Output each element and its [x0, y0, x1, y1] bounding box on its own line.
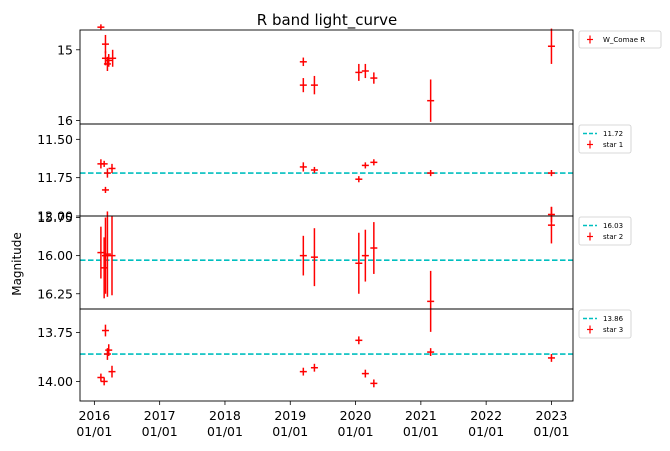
data-point: [310, 166, 318, 174]
x-tick-label: 2018 01/01: [207, 408, 243, 439]
data-point: [299, 78, 307, 93]
x-axis: 2016 01/01 2017 01/01 2018 01/01 2019 01/01 2020…: [76, 401, 569, 439]
data-point: [355, 232, 363, 294]
data-point: [101, 186, 109, 193]
legend-series-label: W_Comae R: [603, 36, 645, 44]
data-point: [97, 373, 105, 382]
data-point: [100, 237, 108, 299]
data-point: [355, 63, 363, 81]
data-point: [547, 354, 555, 362]
data-point: [427, 79, 435, 122]
data-point: [547, 206, 555, 223]
data-point: [310, 75, 318, 95]
x-tick-label: 2022 01/01: [468, 408, 504, 439]
data-point: [427, 170, 435, 177]
legend-box: [578, 309, 632, 339]
x-tick-label: 2016 01/01: [76, 408, 112, 439]
panel-frame: [79, 29, 574, 125]
legend-reference-label: 11.72: [603, 130, 623, 138]
data-point: [103, 168, 111, 178]
panel-frame: [79, 215, 574, 310]
data-point: [547, 28, 555, 64]
legend-box: [578, 124, 632, 154]
panel-star-3: 13.75 14.00 13.86 star 3: [37, 308, 632, 402]
legend-series-label: star 1: [603, 141, 623, 149]
data-point: [370, 222, 378, 274]
data-point: [97, 226, 105, 279]
y-tick-label: 13.75: [37, 325, 73, 340]
legend: 13.86 star 3: [578, 309, 632, 339]
data-point: [109, 49, 117, 67]
data-point: [361, 229, 369, 282]
legend: 16.03 star 2: [578, 216, 632, 246]
data-point: [355, 336, 363, 345]
y-tick-label: 14.00: [37, 374, 73, 389]
data-point: [100, 377, 108, 386]
data-point: [101, 34, 109, 54]
panel-w-comae-r: 15 16 W_Comae R: [57, 24, 662, 128]
data-point: [361, 369, 369, 378]
y-tick-label: 16.00: [37, 248, 73, 263]
data-point: [355, 176, 363, 183]
data-point: [100, 160, 108, 167]
y-tick-label: 16: [57, 113, 73, 128]
legend-reference-label: 13.86: [603, 315, 624, 323]
data-point: [108, 365, 116, 378]
data-point: [547, 170, 555, 177]
panel-frame: [79, 308, 574, 402]
legend: W_Comae R: [578, 30, 662, 49]
data-point: [299, 162, 307, 172]
y-tick-label: 12.00: [37, 209, 73, 224]
chart-title: R band light_curve: [257, 11, 397, 30]
data-point: [108, 163, 116, 174]
data-point: [361, 162, 369, 169]
y-tick-label: 11.75: [37, 170, 73, 185]
y-tick-label: 11.50: [37, 132, 73, 147]
y-axis-label: Magnitude: [10, 232, 24, 296]
legend: 11.72 star 1: [578, 124, 632, 154]
panel-frame: [79, 123, 574, 217]
y-tick-label: 15.75: [37, 210, 73, 225]
x-tick-label: 2020 01/01: [338, 408, 374, 439]
y-tick-label: 15: [57, 42, 73, 57]
data-point: [370, 379, 378, 388]
data-point: [105, 344, 113, 356]
data-point: [101, 324, 109, 337]
panel-star-1: 11.50 11.75 12.00 11.72 star 1: [37, 123, 632, 224]
x-tick-label: 2019 01/01: [272, 408, 308, 439]
data-point: [370, 72, 378, 84]
data-point: [103, 56, 111, 71]
data-point: [299, 57, 307, 67]
legend-reference-label: 16.03: [603, 222, 623, 230]
data-point: [97, 24, 105, 30]
data-point: [103, 211, 111, 297]
legend-box: [578, 216, 632, 246]
data-point: [310, 363, 318, 372]
x-tick-label: 2021 01/01: [403, 408, 439, 439]
legend-series-label: star 2: [603, 233, 623, 241]
legend-box: [578, 30, 662, 49]
x-tick-label: 2017 01/01: [142, 408, 178, 439]
legend-series-label: star 3: [603, 326, 623, 334]
data-point: [105, 54, 113, 67]
data-point: [299, 235, 307, 276]
data-point: [310, 228, 318, 287]
panel-star-2: 15.75 16.00 16.25 16.03 star 2: [37, 206, 632, 332]
data-point: [427, 348, 435, 356]
data-point: [361, 63, 369, 79]
data-point: [299, 367, 307, 376]
y-tick-label: 16.25: [37, 286, 73, 301]
x-tick-label: 2023 01/01: [533, 408, 569, 439]
data-point: [108, 216, 116, 296]
data-point: [427, 270, 435, 332]
data-point: [370, 159, 378, 166]
